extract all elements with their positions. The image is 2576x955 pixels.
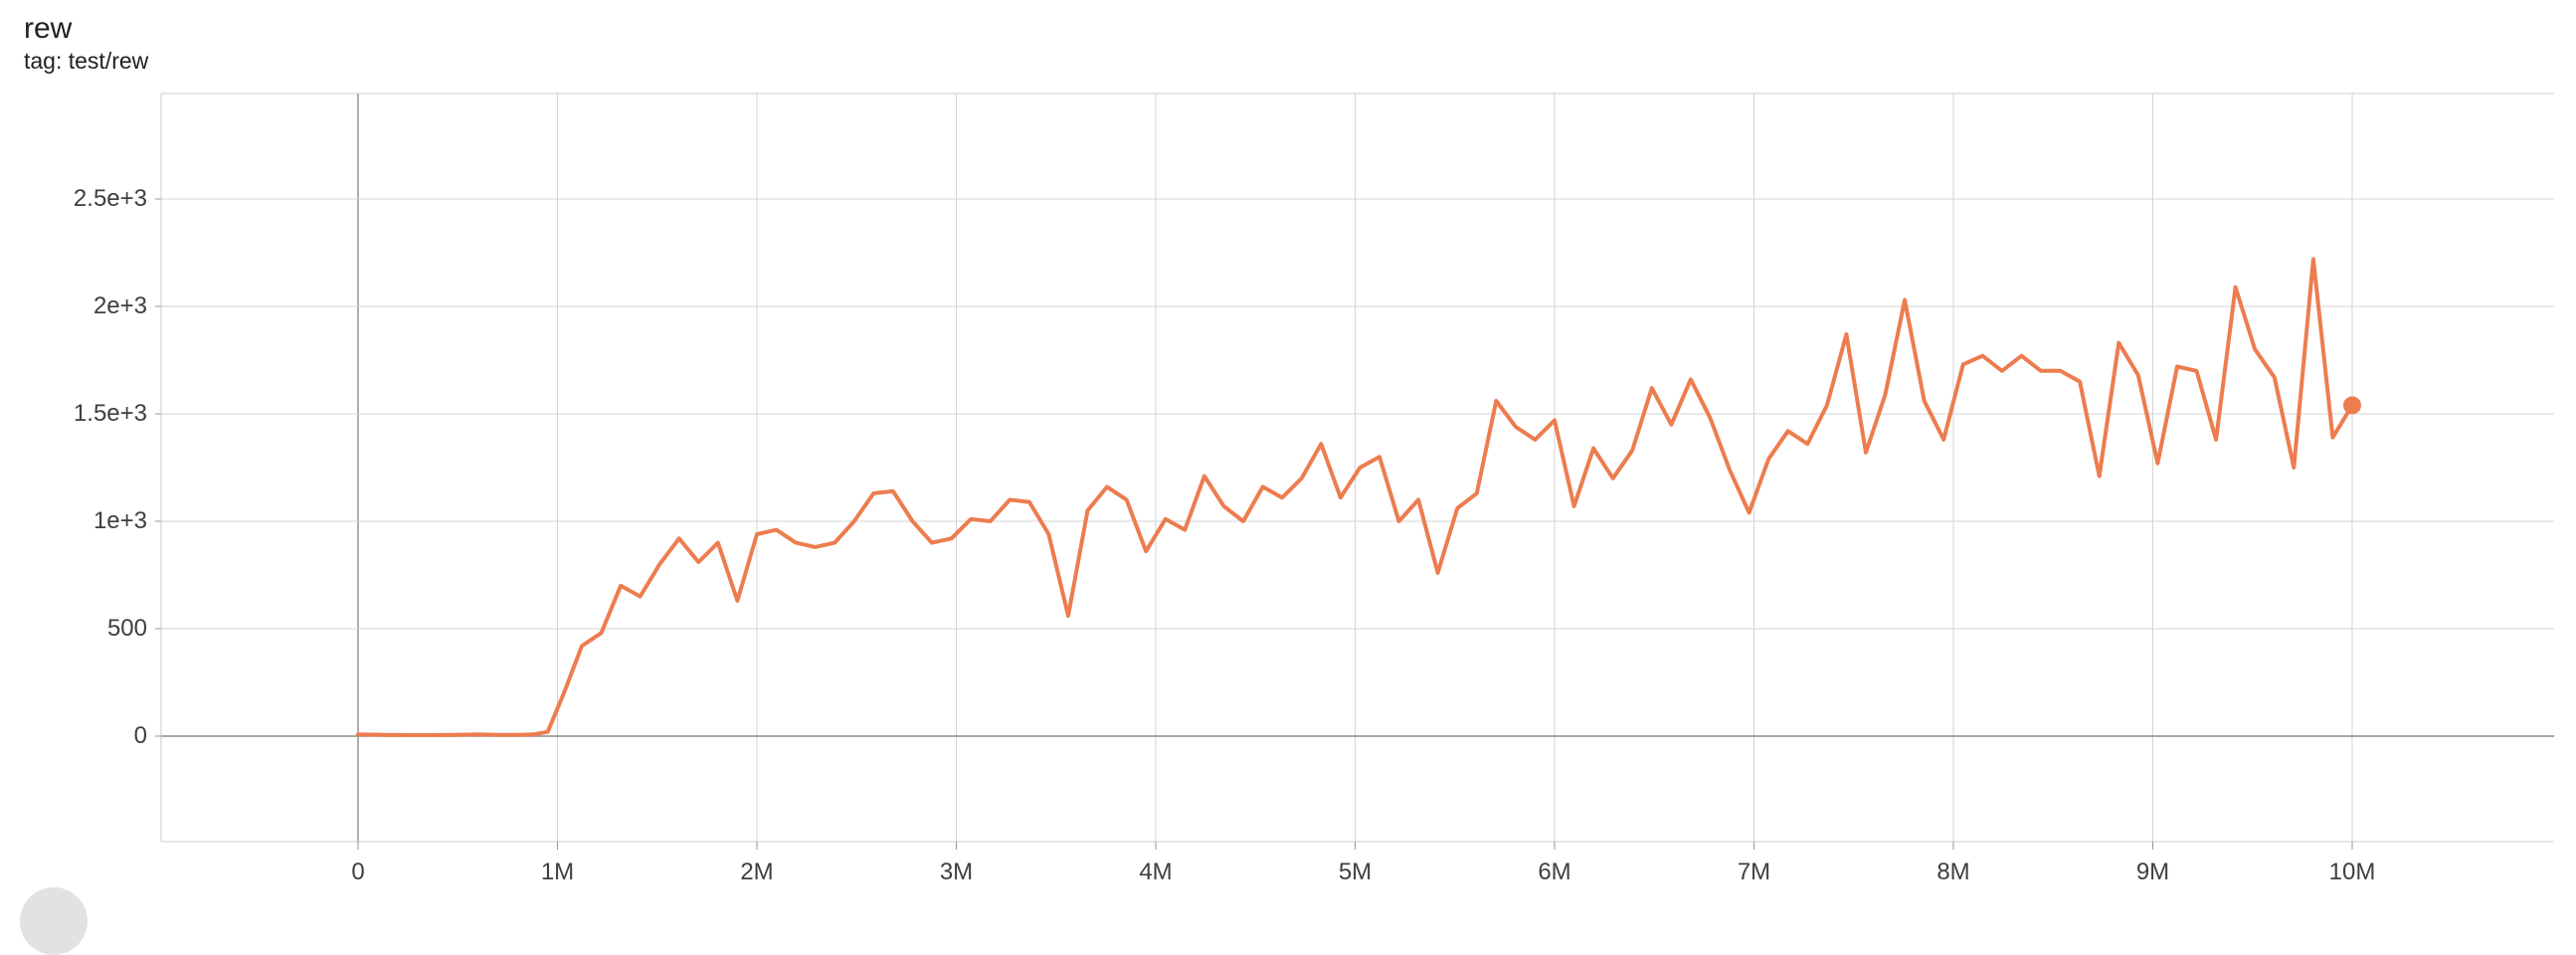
svg-text:0: 0 (134, 722, 147, 749)
svg-text:1e+3: 1e+3 (93, 507, 147, 534)
svg-text:2.5e+3: 2.5e+3 (74, 185, 147, 212)
svg-text:500: 500 (107, 615, 147, 642)
svg-text:1.5e+3: 1.5e+3 (74, 400, 147, 427)
svg-text:2e+3: 2e+3 (93, 292, 147, 319)
svg-text:10M: 10M (2329, 859, 2376, 885)
svg-text:7M: 7M (1738, 859, 1770, 885)
svg-text:0: 0 (351, 859, 364, 885)
svg-text:1M: 1M (541, 859, 574, 885)
svg-text:3M: 3M (940, 859, 973, 885)
svg-text:6M: 6M (1538, 859, 1570, 885)
svg-text:8M: 8M (1936, 859, 1969, 885)
svg-text:5M: 5M (1339, 859, 1372, 885)
svg-text:9M: 9M (2136, 859, 2169, 885)
svg-text:2M: 2M (740, 859, 773, 885)
svg-text:4M: 4M (1139, 859, 1172, 885)
